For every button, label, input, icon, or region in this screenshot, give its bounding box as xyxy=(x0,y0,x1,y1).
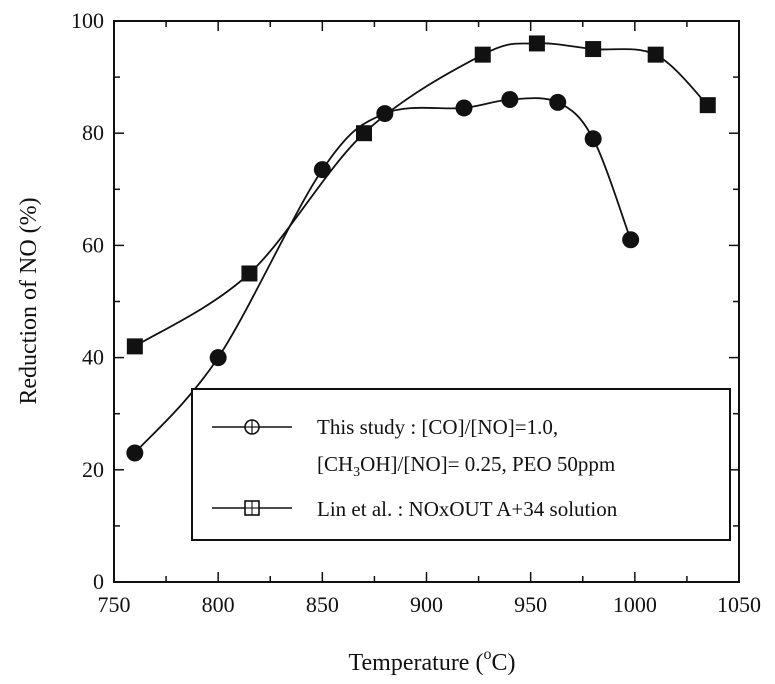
data-point-circle xyxy=(622,231,640,249)
y-tick-label: 40 xyxy=(82,345,104,370)
y-axis-tick-labels: 0 20 40 60 80 100 xyxy=(71,8,104,594)
data-point-circle xyxy=(209,349,227,367)
y-tick-label: 20 xyxy=(82,457,104,482)
data-point-circle xyxy=(501,91,519,109)
x-tick-label: 1050 xyxy=(717,592,761,617)
series-line-lin-et-al xyxy=(134,42,709,348)
data-point-square xyxy=(356,125,372,142)
x-tick-label: 800 xyxy=(202,592,235,617)
data-point-square xyxy=(647,46,664,63)
legend-label-circle-series-line2: [CH3OH]/[NO]= 0.25, PEO 50ppm xyxy=(317,452,615,480)
series-markers xyxy=(126,35,716,462)
x-axis-ticks xyxy=(113,21,740,582)
legend-label-square-series: Lin et al. : NOxOUT A+34 solution xyxy=(317,497,618,521)
y-tick-label: 80 xyxy=(82,120,104,145)
x-tick-label: 900 xyxy=(410,592,443,617)
x-tick-label: 950 xyxy=(514,592,547,617)
x-axis-title-tail: C) xyxy=(491,650,515,676)
data-point-circle xyxy=(455,99,473,117)
data-point-square xyxy=(699,97,716,114)
data-point-square xyxy=(241,265,258,282)
x-axis-title-degree-sup: o xyxy=(483,646,491,663)
x-tick-label: 750 xyxy=(98,592,131,617)
legend-line2-sub: 3 xyxy=(353,465,360,480)
y-tick-label: 60 xyxy=(82,232,104,257)
x-axis-title-main: Temperature ( xyxy=(349,650,484,676)
data-point-circle xyxy=(549,93,567,111)
data-point-square xyxy=(126,338,143,355)
y-axis-title: Reduction of NO (%) xyxy=(16,197,42,404)
data-point-circle xyxy=(376,105,394,123)
legend-line2-pre: [CH xyxy=(317,452,353,476)
legend-label-circle-series: This study : [CO]/[NO]=1.0, xyxy=(317,415,558,439)
y-tick-label: 100 xyxy=(71,8,104,33)
legend-box xyxy=(191,388,731,541)
data-point-square xyxy=(528,35,545,52)
data-point-square xyxy=(585,41,602,58)
x-axis-tick-labels: 750 800 850 900 950 1000 1050 xyxy=(98,592,762,617)
series-line-this-study xyxy=(134,97,632,454)
data-point-circle xyxy=(584,130,602,148)
data-point-circle xyxy=(313,161,331,179)
y-tick-label: 0 xyxy=(93,569,104,594)
data-point-circle xyxy=(126,444,144,462)
y-axis-ticks xyxy=(114,20,739,583)
x-axis-title: Temperature (oC) xyxy=(349,646,516,676)
x-tick-label: 850 xyxy=(306,592,339,617)
legend-line2-post: OH]/[NO]= 0.25, PEO 50ppm xyxy=(360,452,615,476)
data-point-square xyxy=(474,46,491,63)
legend: This study : [CO]/[NO]=1.0, [CH3OH]/[NO]… xyxy=(191,388,731,541)
x-tick-label: 1000 xyxy=(613,592,657,617)
